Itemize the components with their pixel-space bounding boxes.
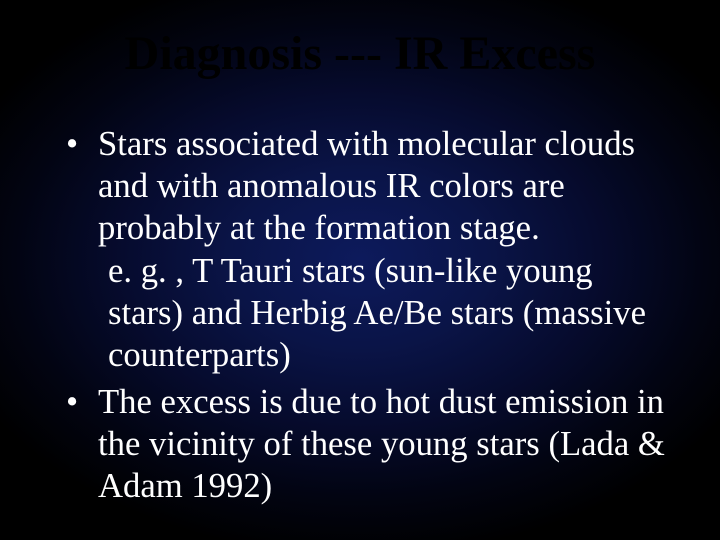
bullet-text: Stars associated with molecular clouds a…: [98, 125, 635, 248]
slide: Diagnosis --- IR Excess Stars associated…: [0, 0, 720, 540]
bullet-item: Stars associated with molecular clouds a…: [98, 123, 670, 377]
slide-title: Diagnosis --- IR Excess: [50, 28, 670, 81]
bullet-item: The excess is due to hot dust emission i…: [98, 381, 670, 508]
bullet-list: Stars associated with molecular clouds a…: [50, 123, 670, 508]
bullet-subtext: e. g. , T Tauri stars (sun-like young st…: [98, 250, 670, 377]
bullet-text: The excess is due to hot dust emission i…: [98, 383, 665, 506]
